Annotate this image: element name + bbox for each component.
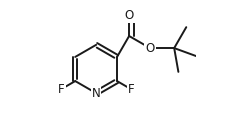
Text: O: O [124,9,133,22]
Text: N: N [91,87,100,100]
Text: O: O [145,42,154,55]
Text: F: F [58,83,65,95]
Text: F: F [127,83,134,95]
